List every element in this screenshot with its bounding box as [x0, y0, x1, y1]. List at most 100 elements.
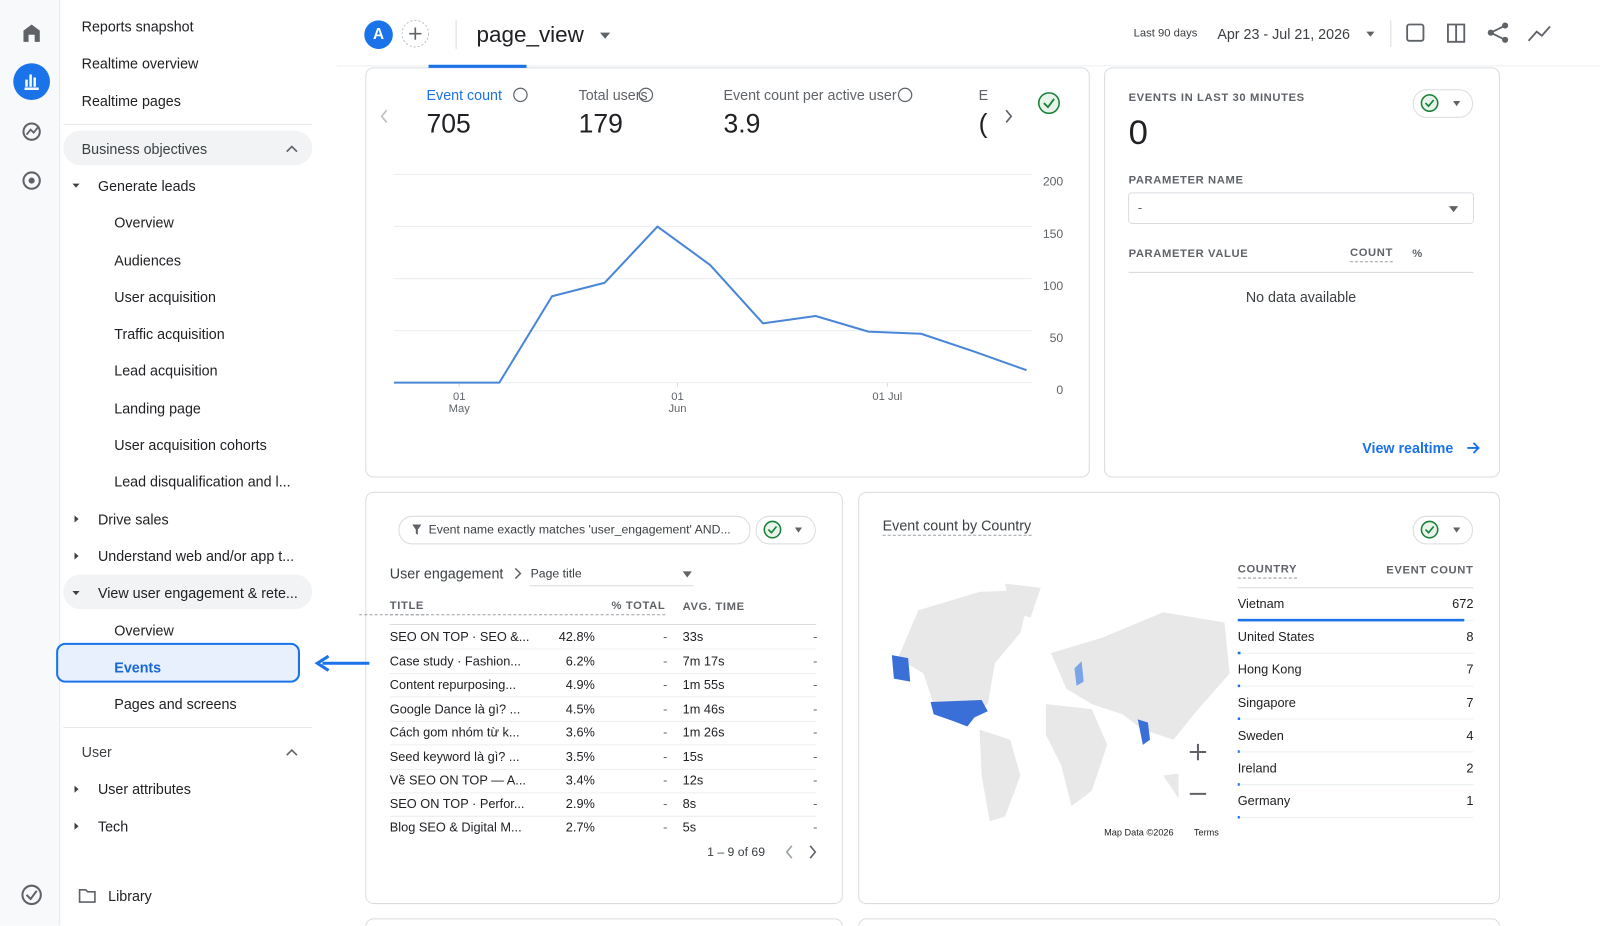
- select-caret: [682, 571, 692, 578]
- nav-item[interactable]: Landing page: [114, 399, 201, 417]
- zoom-in[interactable]: [1189, 743, 1207, 761]
- y-tick-label: 200: [1042, 174, 1064, 189]
- nav-item[interactable]: Audiences: [114, 251, 182, 268]
- date-range[interactable]: Apr 23 - Jul 21, 2026: [1217, 25, 1350, 42]
- selected-item[interactable]: [56, 642, 300, 683]
- pill-caret: [794, 527, 803, 533]
- advertising-icon[interactable]: [22, 171, 41, 190]
- next-metric[interactable]: [1005, 109, 1013, 123]
- nav-section[interactable]: Business objectives: [81, 140, 208, 157]
- pill-caret: [1453, 527, 1461, 533]
- nav-group[interactable]: Drive sales: [97, 510, 169, 528]
- nav-section[interactable]: User: [81, 743, 112, 761]
- home-icon[interactable]: [23, 24, 40, 42]
- metric-label[interactable]: Total users: [578, 86, 648, 104]
- library-link[interactable]: Library: [108, 887, 152, 905]
- realtime-value: 0: [1128, 113, 1148, 153]
- line-series: [393, 225, 1027, 384]
- prev-metric[interactable]: [380, 109, 388, 123]
- nav-group[interactable]: Tech: [97, 818, 129, 835]
- nav-item[interactable]: Pages and screens: [114, 696, 237, 713]
- metric-label[interactable]: E: [978, 86, 989, 104]
- nav-item[interactable]: Lead acquisition: [114, 362, 218, 379]
- cell-title: Google Dance là gì? ...: [389, 702, 521, 717]
- help-icon: [513, 87, 528, 103]
- help-icon: [638, 87, 654, 103]
- nav-link[interactable]: Realtime pages: [81, 92, 181, 109]
- nav-item[interactable]: User acquisition: [114, 288, 216, 305]
- cell-dash: -: [813, 677, 818, 692]
- nav-item[interactable]: Lead disqualification and l...: [114, 473, 291, 491]
- map-terms[interactable]: Terms: [1193, 827, 1219, 838]
- cell-dash: -: [663, 629, 668, 644]
- column-header: AVG. TIME: [682, 601, 745, 614]
- cell-dash: -: [813, 725, 818, 740]
- explore-icon[interactable]: [22, 122, 41, 141]
- cell-dash: -: [663, 725, 668, 740]
- cell-title: Seed keyword là gì? ...: [389, 749, 520, 765]
- status-pill[interactable]: [755, 515, 816, 545]
- view-realtime-link[interactable]: View realtime: [1362, 439, 1454, 457]
- country-count: 8: [1466, 629, 1474, 645]
- avatar[interactable]: [364, 20, 393, 49]
- count-bar: [1237, 717, 1241, 720]
- cell-percent: 6.2%: [565, 654, 595, 669]
- filter-chip[interactable]: [398, 515, 751, 545]
- icon-rail: [0, 0, 61, 926]
- admin-icon[interactable]: [21, 884, 42, 906]
- cell-dash: -: [813, 654, 818, 669]
- date-caret[interactable]: [1366, 31, 1375, 37]
- nav-group[interactable]: Understand web and/or app t...: [97, 547, 295, 565]
- group-caret: [74, 552, 79, 560]
- nav-link[interactable]: Reports snapshot: [81, 18, 194, 35]
- cell-time: 12s: [682, 773, 704, 788]
- metric-value: 3.9: [723, 108, 761, 139]
- breadcrumb-sep: [514, 567, 522, 580]
- event-caret[interactable]: [599, 32, 611, 39]
- status-pill[interactable]: [1412, 515, 1473, 545]
- map-attribution: Map Data ©2026: [1104, 827, 1174, 838]
- card-title: Event count by Country: [882, 517, 1032, 536]
- next-page[interactable]: [809, 845, 817, 859]
- metric-label[interactable]: Event count per active user: [723, 86, 897, 104]
- filter-text: Event name exactly matches 'user_engagem…: [428, 522, 731, 537]
- metric-label[interactable]: Event count: [426, 86, 502, 104]
- nav-item[interactable]: User acquisition cohorts: [114, 436, 267, 454]
- cell-title: SEO ON TOP · SEO &...: [389, 629, 530, 644]
- add-comparison[interactable]: [401, 19, 430, 48]
- event-name[interactable]: page_view: [476, 21, 584, 47]
- count-bar: [1237, 783, 1240, 786]
- link-arrow: [1467, 442, 1480, 454]
- nav-item[interactable]: Events: [114, 658, 162, 676]
- filter-icon: [412, 524, 422, 535]
- cell-dash: -: [813, 796, 818, 812]
- insights-icon[interactable]: [1527, 25, 1551, 42]
- nav-link[interactable]: Realtime overview: [81, 55, 199, 72]
- map-region: [891, 655, 911, 682]
- compare-icon[interactable]: [1447, 23, 1466, 43]
- nav-item[interactable]: Overview: [114, 621, 174, 639]
- cell-title: Blog SEO & Digital M...: [389, 820, 522, 835]
- parameter-select[interactable]: [1128, 192, 1474, 224]
- customize-icon[interactable]: [1406, 23, 1425, 42]
- cell-percent: 2.7%: [565, 820, 595, 835]
- section-chevron: [286, 145, 298, 153]
- section-highlight: [63, 130, 313, 166]
- column-header: COUNT: [1349, 245, 1393, 263]
- nav-group[interactable]: Generate leads: [97, 177, 196, 194]
- breadcrumb[interactable]: Page title: [530, 566, 582, 581]
- nav-group[interactable]: User attributes: [97, 781, 191, 798]
- status-pill[interactable]: [1412, 89, 1473, 118]
- x-tick-label: 01 May: [448, 390, 470, 416]
- cell-dash: -: [813, 702, 818, 717]
- cell-dash: -: [663, 654, 668, 669]
- nav-item[interactable]: Overview: [114, 214, 174, 231]
- prev-page[interactable]: [785, 845, 793, 859]
- nav-item[interactable]: Traffic acquisition: [114, 325, 225, 342]
- nav-group[interactable]: View user engagement & rete...: [97, 584, 298, 602]
- country-name: Singapore: [1237, 695, 1296, 710]
- cell-title: Về SEO ON TOP — A...: [389, 773, 526, 788]
- cell-dash: -: [663, 773, 668, 788]
- cell-percent: 42.8%: [558, 629, 595, 644]
- cell-dash: -: [663, 677, 668, 692]
